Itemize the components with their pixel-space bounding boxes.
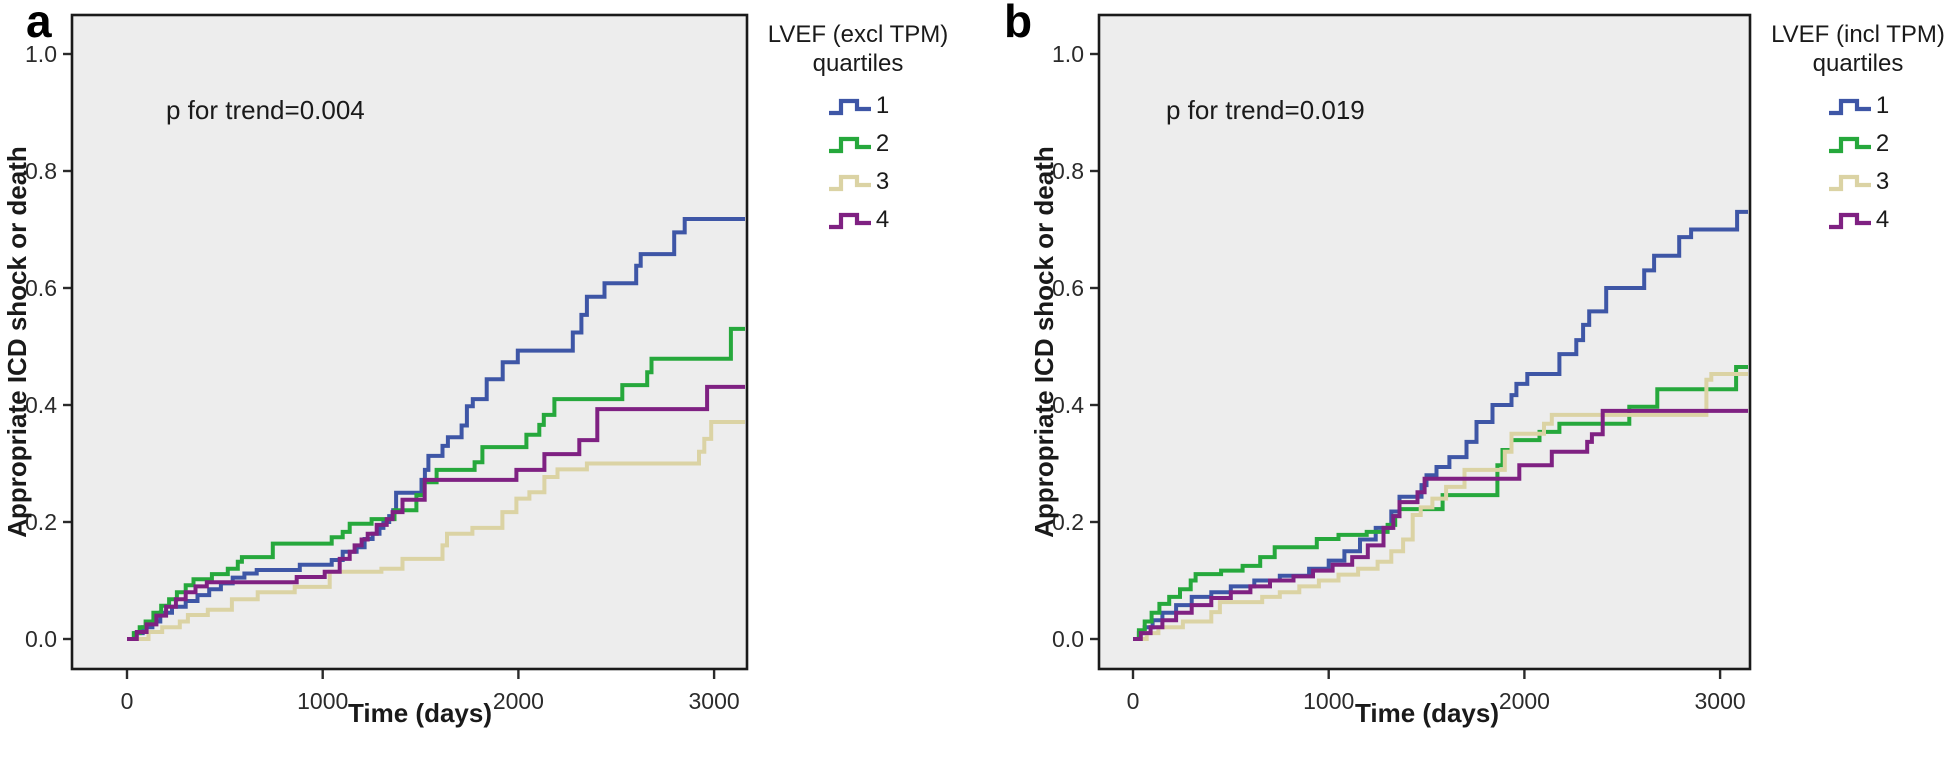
panel-a-legend-title: LVEF (excl TPM) quartiles bbox=[752, 20, 964, 78]
panel-a-p-for-trend-annotation: p for trend=0.004 bbox=[166, 95, 365, 125]
x-axis-tick-label: 1000 bbox=[297, 688, 348, 714]
y-axis-tick-label: 0.2 bbox=[25, 509, 57, 535]
panel-a-plot: 0.0 0.2 0.4 0.6 0.8 1.0 0 1000 2000 3000 bbox=[25, 13, 749, 714]
legend-entry-quartile-1: 1 bbox=[827, 92, 889, 120]
legend-entry-quartile-4: 4 bbox=[827, 206, 889, 234]
panel-a-x-axis-title: Time (days) bbox=[347, 698, 492, 728]
panel-b-legend-title-line2: quartiles bbox=[1812, 50, 1904, 77]
legend-entry-label: 4 bbox=[875, 206, 890, 233]
legend-entry-label: 2 bbox=[875, 130, 890, 157]
legend-step-line-swatch bbox=[1828, 98, 1871, 116]
legend-entry-label: 3 bbox=[1875, 168, 1890, 195]
y-axis-tick-label: 0.2 bbox=[1052, 509, 1084, 535]
y-axis-tick-label: 0.4 bbox=[25, 392, 57, 418]
y-axis-tick-label: 0.8 bbox=[1052, 158, 1084, 184]
legend-step-line-swatch-path bbox=[1828, 136, 1871, 154]
legend-entry-label: 3 bbox=[875, 168, 890, 195]
legend-step-line-swatch-path bbox=[1828, 174, 1871, 192]
legend-step-line-swatch bbox=[828, 174, 871, 192]
panel-a-legend-title-line1: LVEF (excl TPM) bbox=[767, 21, 949, 48]
legend-step-line-swatch-path bbox=[828, 212, 871, 230]
legend-entry-label: 2 bbox=[1875, 130, 1890, 157]
panel-a-legend-title-line2: quartiles bbox=[812, 50, 904, 77]
legend-entry-quartile-2: 2 bbox=[1827, 130, 1889, 158]
x-axis-tick-label: 0 bbox=[121, 688, 134, 714]
legend-step-line-swatch-path bbox=[1828, 212, 1871, 230]
y-axis-tick-label: 0.8 bbox=[25, 158, 57, 184]
legend-step-line-swatch bbox=[1828, 136, 1871, 154]
panel-b-y-axis-title: Appropriate ICD shock or death bbox=[1029, 146, 1059, 538]
legend-entry-quartile-1: 1 bbox=[1827, 92, 1889, 120]
legend-step-line-swatch bbox=[1828, 174, 1871, 192]
legend-entry-quartile-4: 4 bbox=[1827, 206, 1889, 234]
legend-entry-label: 1 bbox=[875, 92, 890, 119]
curve-quartile-4 bbox=[127, 384, 745, 641]
panel-a-legend: LVEF (excl TPM) quartiles 1 2 3 4 bbox=[752, 20, 964, 234]
panel-b-legend: LVEF (incl TPM) quartiles 1 2 3 4 bbox=[1752, 20, 1960, 234]
x-axis-tick-label: 3000 bbox=[1695, 688, 1746, 714]
plot-border bbox=[70, 13, 749, 671]
legend-entry-label: 1 bbox=[1875, 92, 1890, 119]
panel-b-legend-title-line1: LVEF (incl TPM) bbox=[1771, 21, 1945, 48]
panel-b-x-axis-title: Time (days) bbox=[1354, 698, 1499, 728]
legend-step-line-swatch-path bbox=[828, 136, 871, 154]
panel-b-plot: 0.0 0.2 0.4 0.6 0.8 1.0 0 1000 2000 3000 bbox=[1052, 13, 1752, 714]
panel-b-legend-title: LVEF (incl TPM) quartiles bbox=[1752, 20, 1960, 78]
plot-border bbox=[1097, 13, 1752, 671]
plot-background bbox=[1099, 15, 1750, 669]
legend-step-line-swatch bbox=[1828, 212, 1871, 230]
legend-step-line-swatch bbox=[828, 212, 871, 230]
panel-a-y-axis-title: Appropriate ICD shock or death bbox=[2, 146, 32, 538]
panel-b-letter: b bbox=[1004, 0, 1033, 47]
curve-quartile-4 bbox=[1133, 408, 1748, 641]
legend-entry-quartile-3: 3 bbox=[1827, 168, 1889, 196]
x-axis-tick-label: 1000 bbox=[1303, 688, 1354, 714]
legend-step-line-swatch-path bbox=[1828, 98, 1871, 116]
y-axis-tick-label: 0.0 bbox=[25, 626, 57, 652]
legend-entry-quartile-3: 3 bbox=[827, 168, 889, 196]
y-axis-tick-label: 0.6 bbox=[1052, 275, 1084, 301]
y-axis-tick-label: 1.0 bbox=[25, 41, 57, 67]
panel-a-legend-entries: 1 2 3 4 bbox=[752, 92, 964, 234]
panel-a-letter: a bbox=[26, 0, 52, 47]
curve-quartile-3 bbox=[1133, 372, 1748, 641]
x-axis-tick-label: 2000 bbox=[1499, 688, 1550, 714]
curve-quartile-3 bbox=[127, 420, 745, 641]
legend-step-line-swatch bbox=[828, 98, 871, 116]
panel-b-legend-entries: 1 2 3 4 bbox=[1752, 92, 1960, 234]
legend-entry-label: 4 bbox=[1875, 206, 1890, 233]
legend-step-line-swatch bbox=[828, 136, 871, 154]
x-axis-tick-label: 0 bbox=[1127, 688, 1140, 714]
legend-entry-quartile-2: 2 bbox=[827, 130, 889, 158]
x-axis-tick-label: 2000 bbox=[493, 688, 544, 714]
y-axis-tick-label: 1.0 bbox=[1052, 41, 1084, 67]
x-axis-tick-label: 3000 bbox=[689, 688, 740, 714]
legend-step-line-swatch-path bbox=[828, 174, 871, 192]
y-axis-tick-label: 0.6 bbox=[25, 275, 57, 301]
y-axis-tick-label: 0.4 bbox=[1052, 392, 1084, 418]
y-axis-tick-label: 0.0 bbox=[1052, 626, 1084, 652]
legend-step-line-swatch-path bbox=[828, 98, 871, 116]
panel-b-p-for-trend-annotation: p for trend=0.019 bbox=[1166, 95, 1365, 125]
